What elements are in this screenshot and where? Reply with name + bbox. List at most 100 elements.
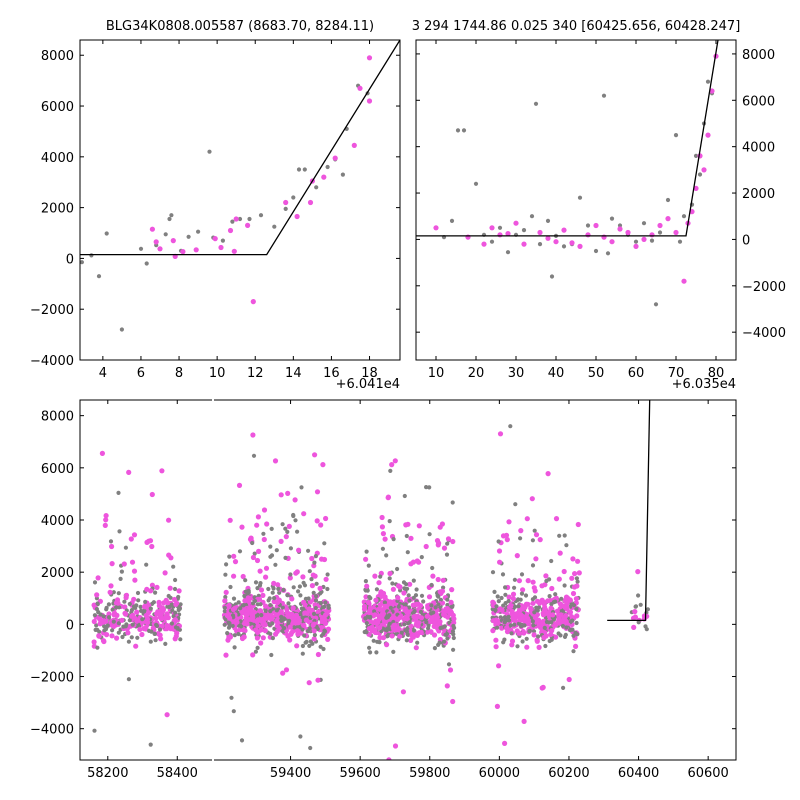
full-lightcurve-gray-point [402,622,407,627]
zoom-left-magenta-point [351,142,357,148]
full-lightcurve-gray-point [171,564,176,569]
zoom-right-gray-point [673,133,679,138]
full-lightcurve-gray-point [407,605,412,610]
full-lightcurve-gray-point [523,593,529,598]
full-lightcurve-gray-point [269,652,274,658]
full-lightcurve-gray-point [509,631,514,636]
zoom-right-magenta-point [657,222,663,229]
full-lightcurve-magenta-point [531,632,537,638]
full-lightcurve-gray-point [110,628,115,633]
full-lightcurve-gray-point [229,695,234,700]
full-lightcurve-magenta-point [287,624,293,630]
full-lightcurve-gray-point [302,633,307,638]
full-lightcurve-magenta-point [549,585,555,592]
full-lightcurve-gray-point [178,637,183,642]
full-lightcurve-gray-point [391,649,396,655]
full-lightcurve-gray-point [568,604,573,609]
full-lightcurve-gray-point [236,600,241,605]
full-lightcurve-magenta-point [382,536,388,542]
full-lightcurve-gray-point [442,624,447,629]
full-lightcurve-magenta-point [285,490,291,496]
full-lightcurve-gray-point [380,546,385,551]
full-lightcurve-gray-point [404,582,409,587]
full-lightcurve-gray-point [298,593,303,598]
full-lightcurve-magenta-point [164,622,170,629]
full-lightcurve-gray-point [293,518,298,523]
full-lightcurve-magenta-point [141,604,148,610]
full-lightcurve-magenta-point [372,627,378,633]
zoom-left-gray-point [230,219,235,224]
full-lightcurve-magenta-point [144,586,150,592]
full-lightcurve-magenta-point [365,599,372,606]
full-lightcurve-gray-point [387,519,392,524]
zoom-right-ytick-label: 2000 [742,187,775,202]
full-lightcurve-magenta-point [424,613,430,619]
full-lightcurve-gray-point [223,572,228,577]
full-lightcurve-magenta-point [301,599,307,605]
zoom-left-ytick-label: −4000 [30,354,74,369]
full-lightcurve-gray-point [299,485,304,490]
zoom-right-xtick-label: 40 [548,366,565,381]
full-lightcurve-gray-point [288,546,293,551]
zoom-right-gray-point [497,225,503,230]
zoom-right-magenta-point [545,235,551,241]
full-lightcurve-gray-point [387,621,392,626]
full-lightcurve-gray-point [291,513,296,519]
full-lightcurve-magenta-point [168,555,174,561]
full-lightcurve-gray-point [374,587,379,592]
full-lightcurve-xtick-label: 60200 [548,766,589,781]
full-lightcurve-gray-point [261,531,266,536]
full-lightcurve-magenta-point [249,611,255,617]
full-lightcurve-gray-point [531,623,536,628]
full-lightcurve-gray-point [445,541,450,546]
full-lightcurve-xtick-label: 59400 [270,766,311,781]
full-lightcurve-gray-point [407,598,412,603]
full-lightcurve-gray-point [314,594,319,599]
full-lightcurve-gray-point [268,544,273,549]
full-lightcurve-magenta-point [417,603,424,609]
full-lightcurve-magenta-point [275,582,281,588]
zoom-right-magenta-point [701,167,707,173]
full-lightcurve-magenta-point [384,642,390,648]
full-lightcurve-magenta-point [548,631,554,638]
full-lightcurve-magenta-point [325,636,331,643]
zoom-left-gray-point [144,261,149,266]
full-lightcurve-magenta-point [423,543,429,550]
full-lightcurve-gray-point [450,629,456,634]
full-lightcurve-magenta-point [319,556,325,562]
full-lightcurve-gray-point [116,591,121,596]
zoom-left-ytick-label: 8000 [41,49,74,64]
full-lightcurve-magenta-point [635,569,641,575]
full-lightcurve-gray-point [384,628,389,633]
zoom-left-ytick-label: 0 [66,252,74,267]
zoom-right-magenta-point [693,185,699,191]
full-lightcurve-gray-point [300,627,305,632]
full-lightcurve-magenta-point [250,432,256,438]
full-lightcurve-magenta-point [524,644,530,650]
full-lightcurve-gray-point [122,599,127,604]
zoom-right-magenta-point [617,226,623,232]
full-lightcurve-magenta-point [272,458,279,464]
zoom-left-ytick-label: 4000 [41,151,74,166]
full-lightcurve-magenta-point [257,608,263,614]
full-lightcurve-magenta-point [387,334,392,339]
full-lightcurve-magenta-point [514,553,520,559]
full-lightcurve-gray-point [106,602,111,607]
full-lightcurve-magenta-point [129,559,136,565]
full-lightcurve-gray-point [311,611,317,617]
zoom-right-magenta-point [497,232,503,238]
zoom-left-gray-point [325,164,330,170]
full-lightcurve-gray-point [313,605,318,611]
full-lightcurve-gray-point [402,586,407,591]
zoom-left-magenta-point [294,213,300,220]
full-lightcurve-magenta-point [285,613,291,619]
zoom-left-magenta-point [170,238,176,244]
zoom-left-xtick-label: 18 [361,366,378,381]
full-lightcurve-magenta-point [387,570,393,577]
zoom-left-gray-point [291,195,296,200]
full-lightcurve-magenta-point [424,629,430,635]
full-lightcurve-magenta-point [128,536,134,542]
full-lightcurve-magenta-point [402,605,408,612]
full-lightcurve-magenta-point [518,612,524,618]
